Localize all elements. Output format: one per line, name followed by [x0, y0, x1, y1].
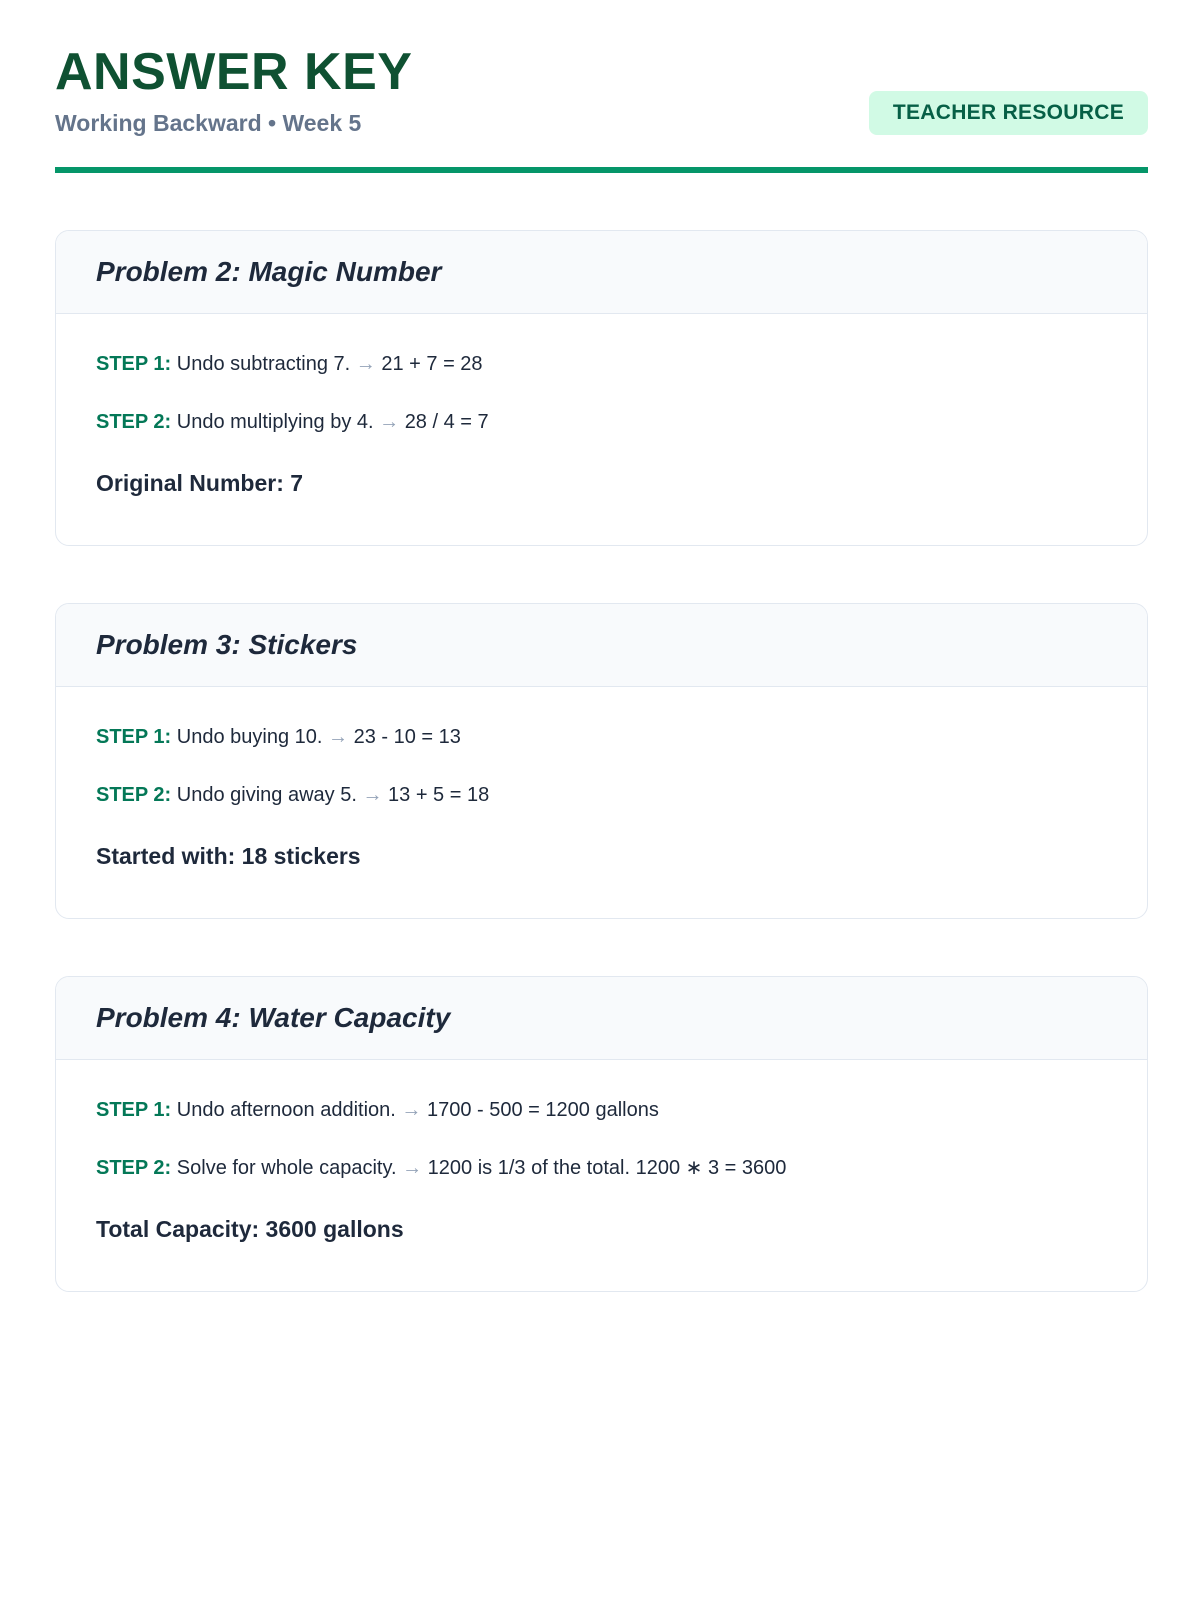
page-subtitle: Working Backward • Week 5	[55, 110, 362, 137]
problem-card-body: STEP 1: Undo afternoon addition. → 1700 …	[56, 1060, 1147, 1291]
step-line: STEP 2: Undo multiplying by 4. → 28 / 4 …	[96, 408, 1107, 436]
problem-answer: Total Capacity: 3600 gallons	[96, 1216, 404, 1243]
arrow-icon: →	[402, 1157, 423, 1180]
step-label: STEP 1:	[96, 726, 172, 749]
step-label: STEP 2:	[96, 411, 172, 434]
step-calculation: 21 + 7 = 28	[381, 353, 483, 376]
problem-title: Problem 2: Magic Number	[96, 256, 442, 288]
answer-key-page: ANSWER KEY Working Backward • Week 5 TEA…	[55, 43, 1148, 1293]
step-label: STEP 2:	[96, 784, 172, 807]
header-divider	[55, 167, 1148, 174]
step-label: STEP 1:	[96, 1099, 172, 1122]
problem-title: Problem 3: Stickers	[96, 629, 358, 661]
step-line: STEP 1: Undo subtracting 7. → 21 + 7 = 2…	[96, 350, 1107, 378]
problem-card-header: Problem 4: Water Capacity	[56, 977, 1147, 1061]
step-calculation: 1700 - 500 = 1200 gallons	[426, 1099, 659, 1122]
step-action: Undo multiplying by 4.	[176, 411, 374, 434]
step-calculation: 28 / 4 = 7	[404, 411, 489, 434]
step-action: Undo buying 10.	[176, 726, 323, 749]
problem-card-header: Problem 2: Magic Number	[56, 231, 1147, 315]
header-title-group: ANSWER KEY Working Backward • Week 5	[55, 43, 413, 137]
arrow-icon: →	[328, 726, 349, 749]
problem-card-magic-number: Problem 2: Magic Number STEP 1: Undo sub…	[55, 230, 1148, 547]
problem-answer: Original Number: 7	[96, 470, 304, 497]
arrow-icon: →	[362, 784, 383, 807]
step-action: Undo subtracting 7.	[176, 353, 351, 376]
step-label: STEP 2:	[96, 1157, 172, 1180]
page-title: ANSWER KEY	[55, 43, 413, 101]
problem-card-stickers: Problem 3: Stickers STEP 1: Undo buying …	[55, 603, 1148, 920]
step-line: STEP 1: Undo buying 10. → 23 - 10 = 13	[96, 723, 1107, 751]
step-action: Undo afternoon addition.	[176, 1099, 396, 1122]
step-label: STEP 1:	[96, 353, 172, 376]
problem-card-body: STEP 1: Undo subtracting 7. → 21 + 7 = 2…	[56, 314, 1147, 545]
step-line: STEP 2: Undo giving away 5. → 13 + 5 = 1…	[96, 781, 1107, 809]
step-line: STEP 1: Undo afternoon addition. → 1700 …	[96, 1096, 1107, 1124]
problem-card-header: Problem 3: Stickers	[56, 604, 1147, 688]
step-action: Undo giving away 5.	[176, 784, 357, 807]
step-calculation: 23 - 10 = 13	[353, 726, 461, 749]
problem-card-body: STEP 1: Undo buying 10. → 23 - 10 = 13 S…	[56, 687, 1147, 918]
step-calculation: 1200 is 1/3 of the total. 1200 ∗ 3 = 360…	[427, 1157, 787, 1180]
problem-answer: Started with: 18 stickers	[96, 843, 361, 870]
arrow-icon: →	[379, 411, 400, 434]
arrow-icon: →	[355, 353, 376, 376]
step-action: Solve for whole capacity.	[176, 1157, 397, 1180]
teacher-resource-badge: TEACHER RESOURCE	[868, 91, 1148, 136]
problem-title: Problem 4: Water Capacity	[96, 1002, 451, 1034]
problem-card-water-capacity: Problem 4: Water Capacity STEP 1: Undo a…	[55, 976, 1148, 1293]
step-line: STEP 2: Solve for whole capacity. → 1200…	[96, 1154, 1107, 1182]
page-header: ANSWER KEY Working Backward • Week 5 TEA…	[55, 43, 1148, 137]
arrow-icon: →	[401, 1099, 422, 1122]
step-calculation: 13 + 5 = 18	[388, 784, 490, 807]
